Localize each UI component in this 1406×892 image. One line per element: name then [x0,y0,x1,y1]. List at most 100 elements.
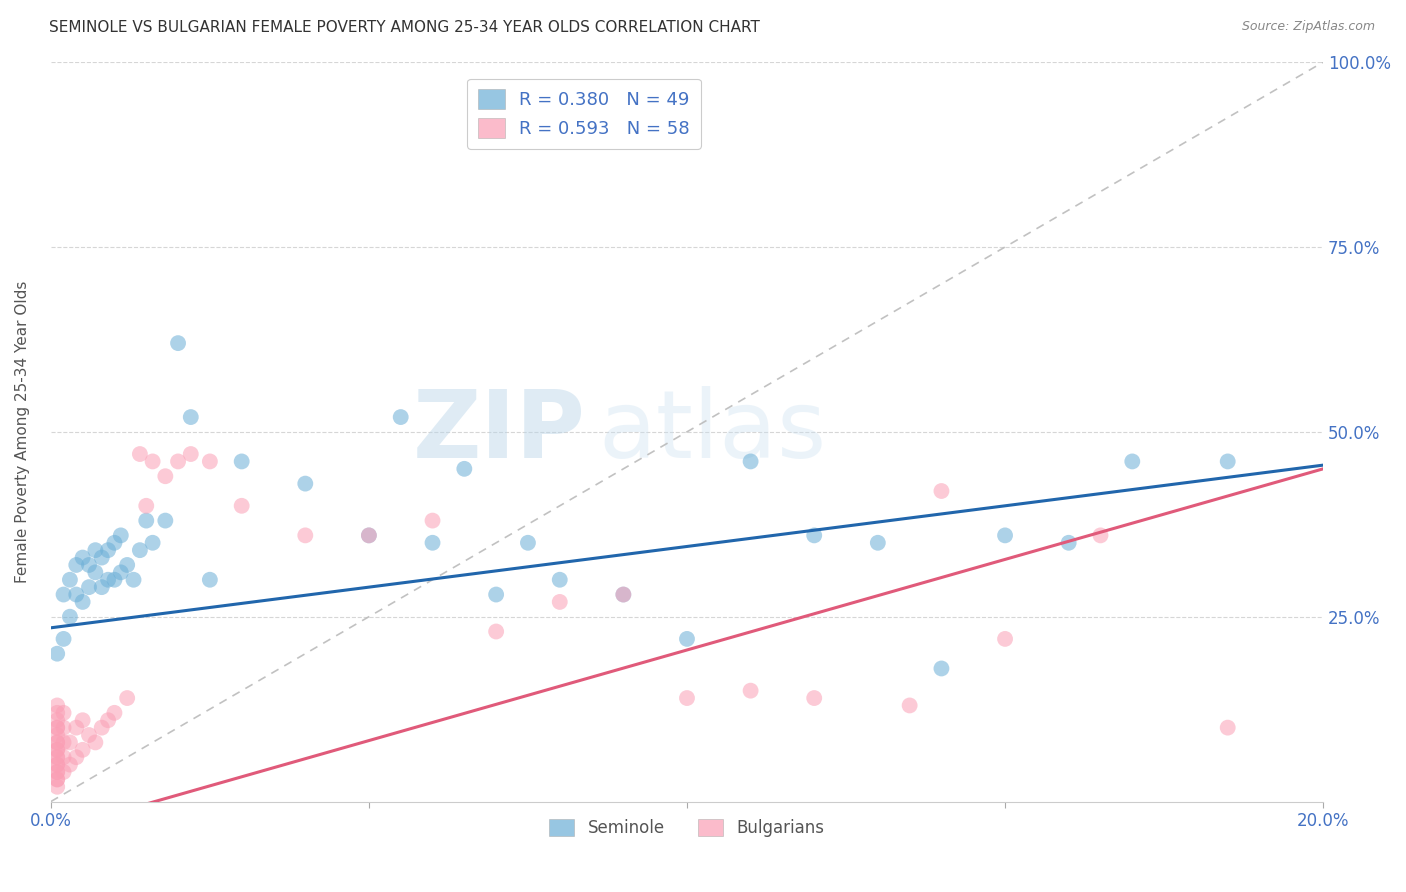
Point [59,757,82,772]
Point [84,566,107,580]
Point [84,543,107,558]
Point [77,558,100,572]
Point [52,750,75,764]
Point [52,721,75,735]
Point [65,750,87,764]
Point [167,454,190,468]
Point [294,476,316,491]
Point [77,728,100,742]
Point [46,721,69,735]
Point [46,780,69,794]
Point [1057,535,1080,549]
Point [59,573,82,587]
Point [90,580,112,594]
Point [84,735,107,749]
Point [59,735,82,749]
Point [46,728,69,742]
Point [389,410,412,425]
Point [612,588,634,602]
Point [46,743,69,757]
Point [77,580,100,594]
Point [931,661,953,675]
Point [46,757,69,772]
Point [231,454,253,468]
Point [167,336,190,351]
Point [72,550,94,565]
Point [516,535,538,549]
Point [128,447,150,461]
Point [46,757,69,772]
Point [46,750,69,764]
Point [931,483,953,498]
Point [65,588,87,602]
Point [155,514,177,528]
Point [72,743,94,757]
Point [46,713,69,727]
Point [994,632,1017,646]
Point [357,528,380,542]
Point [994,528,1017,542]
Point [1121,454,1143,468]
Text: Source: ZipAtlas.com: Source: ZipAtlas.com [1241,20,1375,33]
Point [453,462,475,476]
Point [155,469,177,483]
Point [46,764,69,779]
Point [97,713,120,727]
Point [135,499,157,513]
Point [485,588,508,602]
Point [115,691,138,706]
Point [97,543,120,558]
Point [52,735,75,749]
Text: atlas: atlas [598,386,827,478]
Point [122,573,145,587]
Point [357,528,380,542]
Y-axis label: Female Poverty Among 25-34 Year Olds: Female Poverty Among 25-34 Year Olds [15,281,30,583]
Point [52,632,75,646]
Point [46,721,69,735]
Point [135,514,157,528]
Point [128,543,150,558]
Point [198,573,221,587]
Point [1216,721,1239,735]
Point [46,647,69,661]
Point [46,772,69,787]
Point [72,713,94,727]
Point [103,706,125,720]
Point [180,410,202,425]
Point [180,447,202,461]
Legend: Seminole, Bulgarians: Seminole, Bulgarians [541,810,832,845]
Point [294,528,316,542]
Point [548,595,571,609]
Point [59,609,82,624]
Point [1090,528,1112,542]
Text: ZIP: ZIP [412,386,585,478]
Point [46,743,69,757]
Point [97,573,120,587]
Point [898,698,921,713]
Point [90,721,112,735]
Point [46,735,69,749]
Point [803,528,825,542]
Point [485,624,508,639]
Point [231,499,253,513]
Point [198,454,221,468]
Point [52,764,75,779]
Point [676,632,699,646]
Point [52,588,75,602]
Point [142,454,165,468]
Point [422,535,444,549]
Point [422,514,444,528]
Point [142,535,165,549]
Point [46,735,69,749]
Point [46,750,69,764]
Point [548,573,571,587]
Point [110,528,132,542]
Point [740,454,762,468]
Point [110,566,132,580]
Point [676,691,699,706]
Point [1216,454,1239,468]
Point [612,588,634,602]
Point [90,550,112,565]
Point [866,535,889,549]
Point [46,764,69,779]
